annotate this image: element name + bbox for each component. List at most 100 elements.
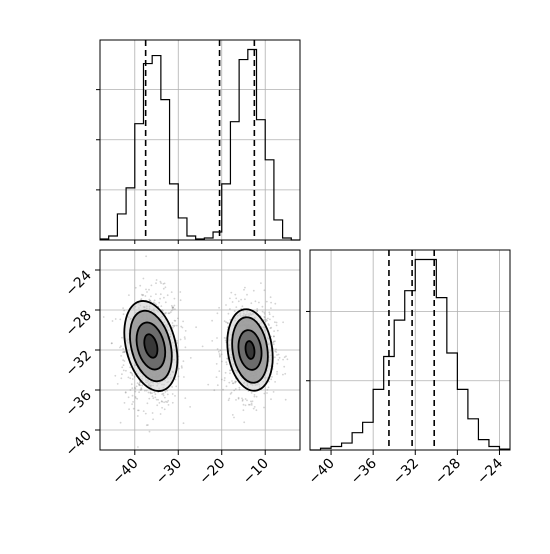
scatter-point bbox=[263, 406, 265, 409]
scatter-point bbox=[224, 371, 227, 374]
scatter-point bbox=[138, 383, 141, 386]
scatter-point bbox=[121, 366, 124, 369]
scatter-point bbox=[155, 293, 157, 295]
scatter-point bbox=[276, 354, 278, 356]
scatter-point bbox=[162, 309, 164, 312]
scatter-point bbox=[142, 277, 145, 280]
scatter-point bbox=[173, 319, 176, 322]
scatter-point bbox=[159, 297, 162, 300]
scatter-point bbox=[140, 388, 143, 391]
scatter-point bbox=[266, 389, 269, 391]
histogram-x-quantile-lines bbox=[144, 40, 256, 240]
scatter-point bbox=[224, 339, 227, 342]
scatter-point bbox=[256, 310, 258, 313]
scatter-point bbox=[276, 362, 279, 365]
scatter-point bbox=[142, 410, 145, 412]
scatter-point bbox=[215, 363, 218, 365]
scatter-point bbox=[131, 387, 134, 389]
scatter-point bbox=[211, 340, 214, 342]
scatter-point bbox=[141, 384, 144, 387]
scatter-point bbox=[152, 418, 155, 421]
scatter-point bbox=[286, 358, 289, 361]
scatter-point bbox=[129, 366, 132, 369]
scatter-point bbox=[165, 311, 167, 314]
scatter-point bbox=[119, 346, 121, 349]
scatter-point bbox=[136, 382, 139, 384]
scatter-point bbox=[270, 301, 272, 304]
scatter-point bbox=[154, 302, 156, 305]
scatter-point bbox=[162, 394, 165, 397]
scatter-point bbox=[124, 391, 127, 393]
scatter-point bbox=[175, 385, 178, 388]
scatter-point bbox=[275, 348, 277, 351]
scatter-point bbox=[121, 373, 123, 376]
scatter-point bbox=[241, 398, 244, 401]
scatter-point bbox=[263, 313, 266, 315]
scatter-point bbox=[134, 387, 137, 390]
scatter-point bbox=[270, 378, 273, 381]
scatter-point bbox=[138, 383, 141, 385]
scatter-point bbox=[231, 301, 234, 303]
scatter-point bbox=[160, 400, 163, 402]
scatter-point bbox=[189, 357, 192, 359]
scatter-point bbox=[266, 319, 268, 322]
scatter-point bbox=[255, 409, 258, 412]
scatter-point bbox=[181, 326, 184, 329]
scatter-point bbox=[238, 388, 241, 391]
scatter-point bbox=[216, 312, 219, 315]
scatter-point bbox=[166, 393, 169, 396]
scatter-point bbox=[278, 356, 281, 359]
scatter-point bbox=[272, 341, 275, 344]
scatter-point bbox=[223, 337, 226, 339]
scatter-point bbox=[250, 402, 253, 405]
scatter-point bbox=[139, 384, 142, 387]
scatter-point bbox=[247, 403, 250, 406]
scatter-point bbox=[171, 386, 174, 388]
scatter-point bbox=[180, 365, 183, 368]
scatter-point bbox=[234, 293, 237, 296]
scatter-point bbox=[134, 390, 137, 393]
scatter-point bbox=[273, 340, 275, 343]
scatter-point bbox=[252, 289, 255, 292]
scatter-point bbox=[120, 345, 122, 348]
scatter-point bbox=[261, 305, 264, 308]
histogram-x-frame bbox=[99, 39, 301, 241]
scatter-point bbox=[173, 325, 175, 328]
scatter-point bbox=[174, 395, 176, 397]
scatter-point bbox=[261, 310, 264, 313]
scatter-point bbox=[183, 336, 186, 338]
scatter-point bbox=[137, 409, 139, 412]
scatter-point bbox=[211, 319, 214, 322]
scatter-point bbox=[274, 340, 276, 343]
scatter-point bbox=[110, 342, 113, 345]
scatter-y-tick-label: −40 bbox=[63, 428, 95, 460]
scatter-point bbox=[163, 401, 166, 404]
scatter-point bbox=[277, 359, 280, 361]
histogram-x-step-line bbox=[100, 48, 300, 241]
scatter-point bbox=[253, 395, 256, 398]
scatter-point bbox=[145, 389, 148, 392]
scatter-point bbox=[149, 391, 152, 394]
scatter-point bbox=[237, 396, 240, 399]
histogram-y-x-tick-label: −40 bbox=[306, 456, 338, 488]
scatter-point bbox=[172, 324, 174, 327]
scatter-point bbox=[171, 401, 174, 404]
histogram-x-steps bbox=[100, 48, 300, 241]
scatter-point bbox=[273, 356, 276, 359]
density-contour bbox=[143, 333, 159, 359]
scatter-point bbox=[221, 360, 223, 363]
scatter-point bbox=[138, 381, 141, 384]
scatter-point bbox=[218, 353, 221, 355]
scatter-point bbox=[267, 317, 269, 320]
scatter-point bbox=[189, 406, 192, 408]
scatter-point bbox=[184, 346, 187, 349]
scatter-point bbox=[217, 350, 220, 353]
scatter-point bbox=[173, 297, 176, 300]
scatter-point bbox=[134, 286, 137, 289]
scatter-point bbox=[159, 280, 162, 283]
scatter-point bbox=[161, 309, 164, 311]
scatter-point bbox=[179, 291, 182, 293]
scatter-point bbox=[157, 398, 160, 401]
scatter-point bbox=[123, 351, 126, 354]
scatter-point bbox=[158, 402, 161, 404]
